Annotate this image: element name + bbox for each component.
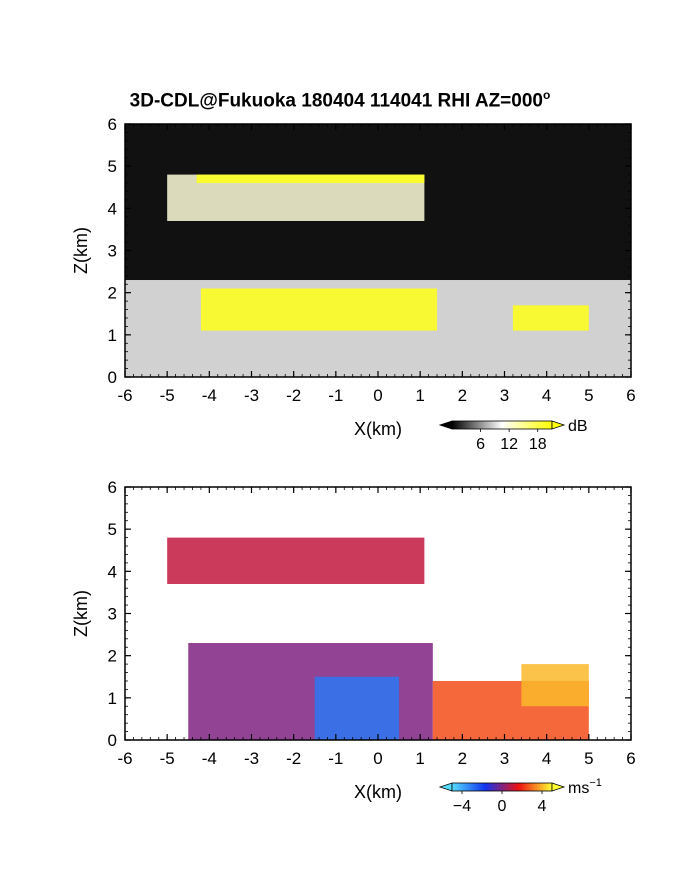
- echo-region-2: [314, 676, 400, 740]
- colorbar-scale: [451, 782, 553, 792]
- x-tick-label: -4: [202, 749, 217, 768]
- y-axis-label: Z(km): [71, 227, 91, 274]
- echo-region-0: [167, 537, 425, 584]
- y-tick-label: 2: [108, 647, 117, 666]
- degree-sign: o: [542, 88, 551, 102]
- y-tick-label: 1: [108, 689, 117, 708]
- x-tick-label: 6: [626, 749, 635, 768]
- colorbar-tick-label: 12: [500, 436, 518, 453]
- y-tick-label: 1: [108, 326, 117, 345]
- x-tick-label: 2: [458, 386, 467, 405]
- y-tick-label: 0: [108, 731, 117, 750]
- colorbar: 6 12 18 dB: [438, 418, 588, 453]
- x-tick-label: 5: [584, 386, 593, 405]
- x-tick-label: 5: [584, 749, 593, 768]
- panel-doppler_velocity: -6 -5 -4 -3 -2 -1 0 1 2 3 4 5 6 0 1 2 3 4 5 6 X(km) Z(km) −4 0 4…: [71, 478, 636, 815]
- x-tick-label: -6: [117, 749, 132, 768]
- x-tick-label: -5: [160, 386, 175, 405]
- x-tick-label: 3: [500, 749, 509, 768]
- x-tick-label: -3: [244, 749, 259, 768]
- x-tick-label: -1: [328, 749, 343, 768]
- x-tick-label: 2: [458, 749, 467, 768]
- x-tick-label: 4: [542, 749, 551, 768]
- colorbar-tick-label: 6: [476, 436, 485, 453]
- x-axis-label: X(km): [354, 782, 402, 802]
- colorbar-tick-label: 0: [498, 798, 507, 815]
- x-tick-label: -4: [202, 386, 217, 405]
- y-tick-label: 0: [108, 368, 117, 387]
- x-tick-label: 3: [500, 386, 509, 405]
- colorbar-unit: ms−1: [568, 777, 602, 797]
- x-tick-label: 0: [373, 749, 382, 768]
- colorbar-low-arrow: [438, 782, 453, 792]
- colorbar-tick-label: 4: [538, 798, 547, 815]
- x-axis-label: X(km): [354, 419, 402, 439]
- chart-title: 3D-CDL@Fukuoka 180404 114041 RHI AZ=000o: [129, 88, 551, 112]
- y-tick-label: 4: [108, 562, 117, 581]
- y-tick-label: 5: [108, 520, 117, 539]
- x-tick-label: -2: [286, 386, 301, 405]
- echo-region-4: [521, 664, 589, 707]
- x-tick-label: -1: [328, 386, 343, 405]
- x-tick-label: -3: [244, 386, 259, 405]
- colorbar-scale: [451, 420, 553, 430]
- colorbar: −4 0 4 ms−1: [438, 777, 602, 815]
- echo-region-4: [512, 305, 589, 331]
- colorbar-unit: dB: [568, 418, 588, 435]
- y-axis-label: Z(km): [71, 590, 91, 637]
- x-tick-label: -5: [160, 749, 175, 768]
- x-tick-label: -6: [117, 386, 132, 405]
- colorbar-low-arrow: [438, 420, 453, 430]
- x-tick-label: 4: [542, 386, 551, 405]
- y-tick-label: 6: [108, 478, 117, 497]
- colorbar-high-arrow: [551, 420, 566, 430]
- echo-region-3: [200, 288, 438, 331]
- y-tick-label: 2: [108, 284, 117, 303]
- y-tick-label: 6: [108, 115, 117, 134]
- x-tick-label: 0: [373, 386, 382, 405]
- x-tick-label: -2: [286, 749, 301, 768]
- colorbar-tick-label: 18: [529, 436, 547, 453]
- colorbar-unit-exponent: −1: [589, 777, 602, 789]
- y-tick-label: 3: [108, 242, 117, 261]
- colorbar-high-arrow: [551, 782, 566, 792]
- x-tick-label: 6: [626, 386, 635, 405]
- y-tick-label: 5: [108, 157, 117, 176]
- y-tick-label: 3: [108, 605, 117, 624]
- colorbar-tick-label: −4: [453, 798, 471, 815]
- echo-region-1: [196, 174, 425, 184]
- x-tick-label: 1: [415, 749, 424, 768]
- x-tick-label: 1: [415, 386, 424, 405]
- y-tick-label: 4: [108, 199, 117, 218]
